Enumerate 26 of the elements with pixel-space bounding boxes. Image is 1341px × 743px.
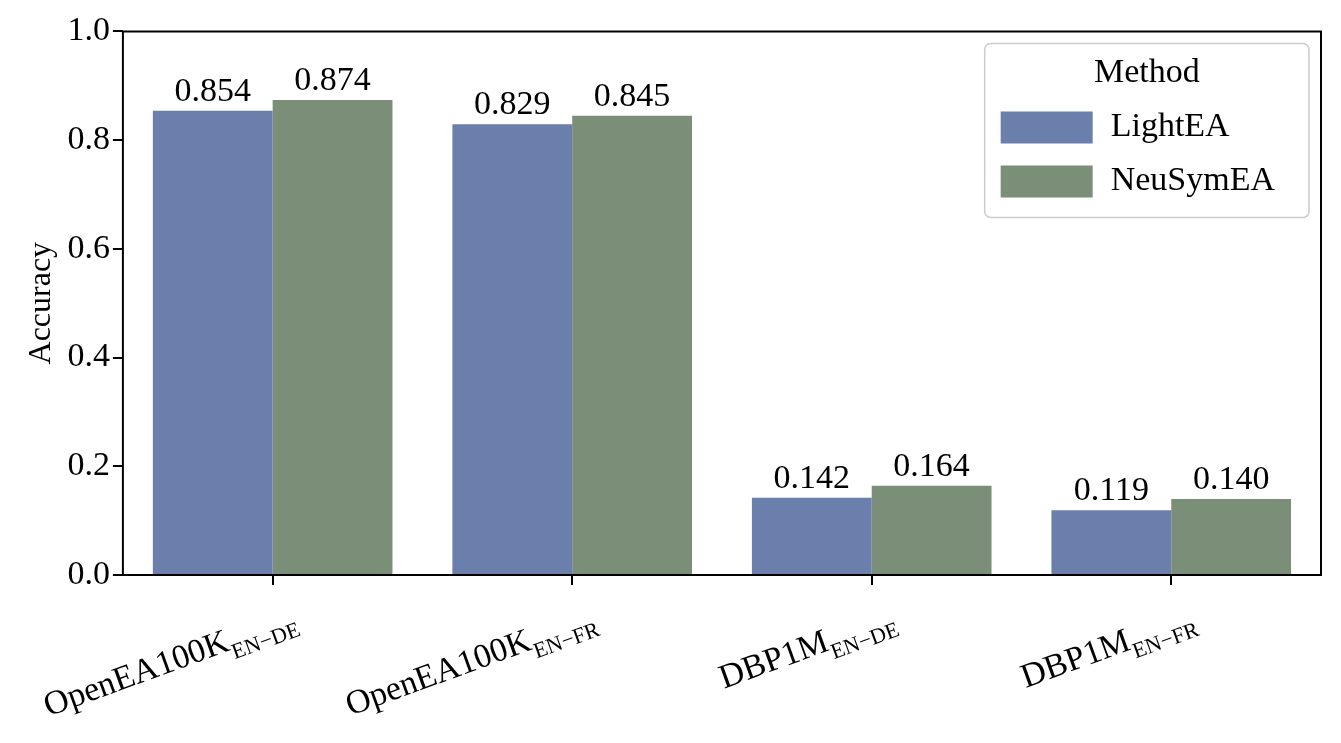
bar	[871, 485, 992, 574]
legend-title: Method	[1093, 52, 1200, 90]
data-label: 0.829	[474, 84, 551, 122]
bar	[751, 497, 872, 574]
y-axis-title: Accuracy	[20, 241, 57, 365]
y-tick-label: 1.0	[67, 10, 110, 48]
bar	[1051, 510, 1172, 574]
data-label: 0.140	[1192, 458, 1270, 496]
data-label: 0.874	[294, 59, 371, 97]
y-tick-label: 0.8	[67, 119, 110, 157]
bar	[152, 110, 273, 574]
legend-label: LightEA	[1110, 106, 1231, 144]
y-tick-label: 0.2	[67, 445, 110, 483]
bar	[272, 99, 393, 574]
bar	[1171, 498, 1292, 574]
y-tick-label: 0.6	[67, 227, 110, 265]
legend-label: NeuSymEA	[1110, 160, 1276, 198]
data-label: 0.845	[593, 75, 671, 113]
bar	[452, 124, 573, 574]
data-label: 0.142	[773, 457, 851, 495]
y-tick-label: 0.4	[67, 336, 110, 374]
y-tick-label: 0.0	[67, 553, 110, 591]
bar	[572, 115, 692, 574]
data-label: 0.119	[1073, 470, 1149, 508]
data-label: 0.854	[174, 70, 252, 108]
data-label: 0.164	[893, 445, 970, 483]
